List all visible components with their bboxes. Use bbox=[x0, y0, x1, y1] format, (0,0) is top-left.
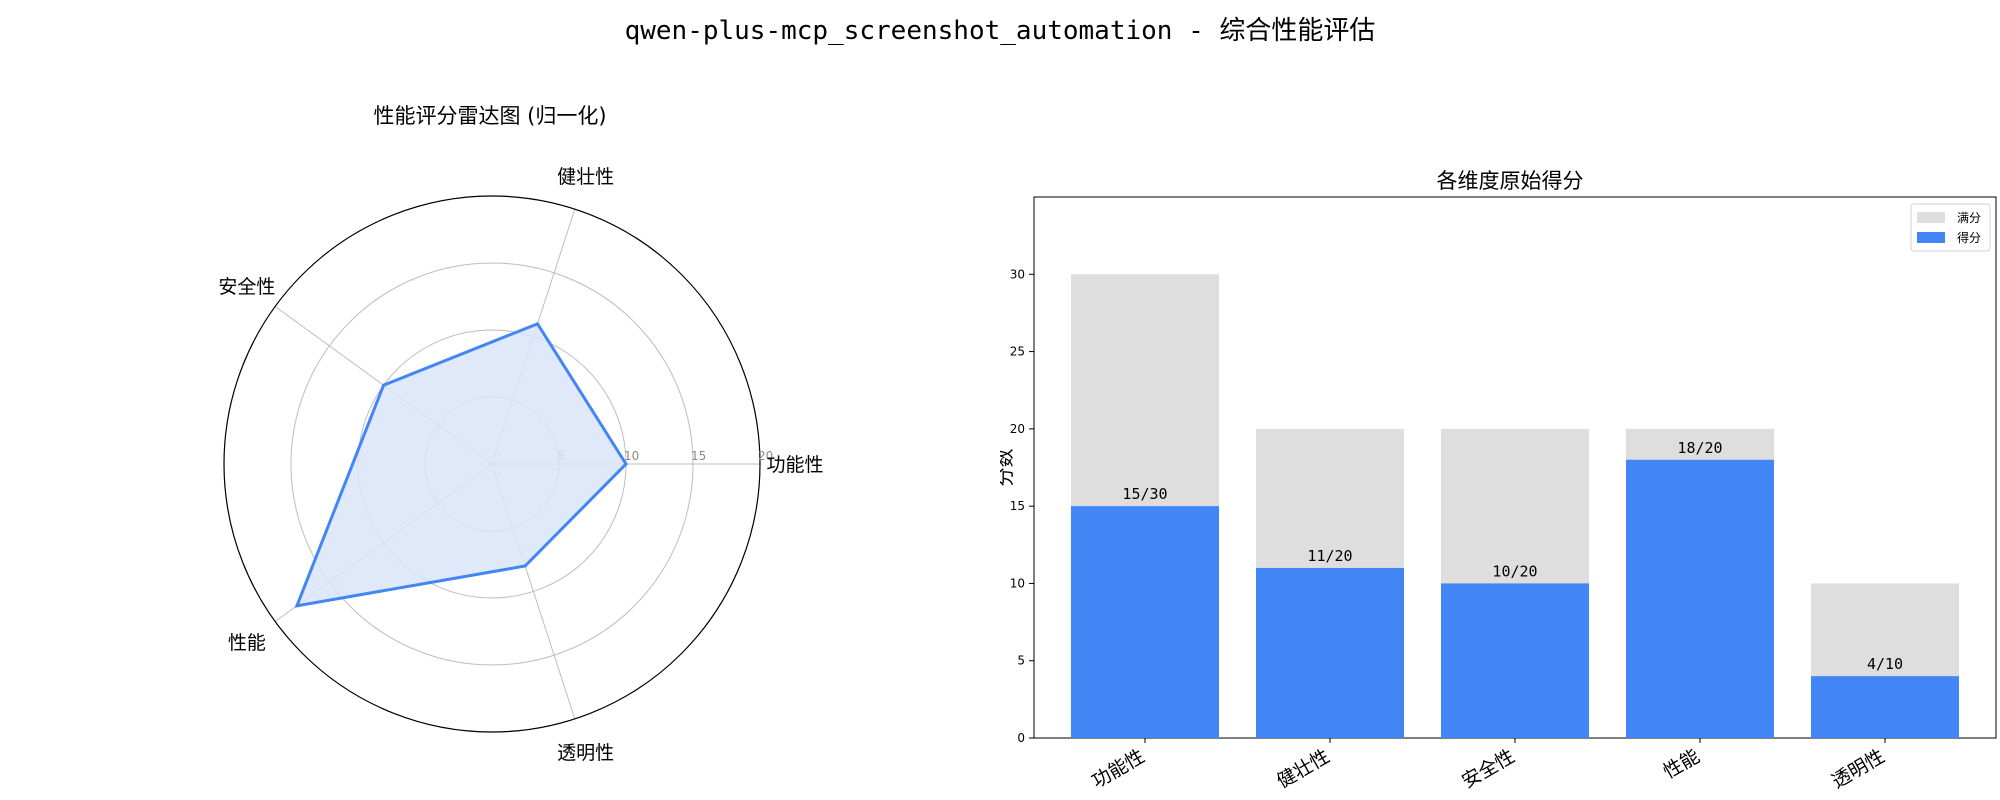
bar-data-label: 11/20 bbox=[1307, 547, 1352, 565]
bar-data-label: 4/10 bbox=[1867, 655, 1903, 673]
y-axis-label: 分数 bbox=[1000, 448, 1016, 486]
radar-axis-label: 透明性 bbox=[557, 742, 614, 764]
y-tick-label: 5 bbox=[1017, 654, 1025, 668]
bar-score bbox=[1626, 459, 1774, 738]
x-tick-label: 健壮性 bbox=[1273, 745, 1333, 793]
x-tick-label: 安全性 bbox=[1458, 745, 1518, 793]
x-tick-label: 性能 bbox=[1660, 745, 1704, 783]
y-tick-label: 20 bbox=[1010, 422, 1025, 436]
radar-outer-frame bbox=[223, 195, 761, 733]
bar-data-label: 15/30 bbox=[1122, 485, 1167, 503]
radar-point bbox=[523, 564, 527, 568]
radar-radial-tick-label: 15 bbox=[691, 449, 706, 463]
radar-radial-tick-label: 20 bbox=[758, 449, 773, 463]
radar-axis-label: 性能 bbox=[228, 632, 266, 654]
y-tick-label: 15 bbox=[1010, 499, 1025, 513]
legend-label: 得分 bbox=[1957, 230, 1981, 245]
bar-score bbox=[1256, 567, 1404, 738]
x-tick-label: 功能性 bbox=[1088, 745, 1148, 793]
bar-score bbox=[1071, 506, 1219, 738]
radar-chart-title: 性能评分雷达图 (归一化) bbox=[373, 104, 606, 128]
x-tick-label: 透明性 bbox=[1828, 745, 1888, 793]
radar-point bbox=[536, 322, 540, 326]
bar-score bbox=[1441, 583, 1589, 738]
bar-plot-area: 0 5 10 15 20 25 30 分数 15/30 功能性 11/20 健壮性 10/20 安全性 18… bbox=[1000, 196, 1997, 793]
radar-area bbox=[296, 323, 626, 606]
legend-swatch bbox=[1917, 232, 1945, 243]
legend-swatch bbox=[1917, 212, 1945, 223]
figure-title: qwen-plus-mcp_screenshot_automation - 综合… bbox=[624, 16, 1376, 46]
bar-data-label: 10/20 bbox=[1492, 562, 1537, 580]
bar-score bbox=[1811, 676, 1959, 738]
y-tick-label: 10 bbox=[1010, 576, 1025, 590]
bar-data-label: 18/20 bbox=[1677, 439, 1722, 457]
radar-series-line bbox=[294, 321, 628, 608]
radar-point bbox=[382, 383, 386, 387]
radar-data bbox=[294, 321, 628, 608]
y-tick-label: 25 bbox=[1010, 345, 1025, 359]
y-tick-label: 0 bbox=[1017, 731, 1025, 745]
radar-axis-label: 功能性 bbox=[766, 454, 823, 476]
y-tick-label: 30 bbox=[1010, 267, 1025, 281]
radar-point bbox=[624, 462, 628, 466]
radar-point bbox=[295, 604, 299, 608]
radar-radial-tick-label: 10 bbox=[624, 449, 639, 463]
legend-label: 满分 bbox=[1957, 211, 1981, 225]
bar-chart-title: 各维度原始得分 bbox=[1437, 169, 1584, 193]
radar-axis-label: 安全性 bbox=[218, 276, 275, 298]
bar-chart: 各维度原始得分 0 5 10 15 20 25 30 分数 15/30 功能性 11/20 健壮性 10… bbox=[1000, 169, 1997, 793]
radar-axis-label: 健壮性 bbox=[557, 166, 614, 188]
